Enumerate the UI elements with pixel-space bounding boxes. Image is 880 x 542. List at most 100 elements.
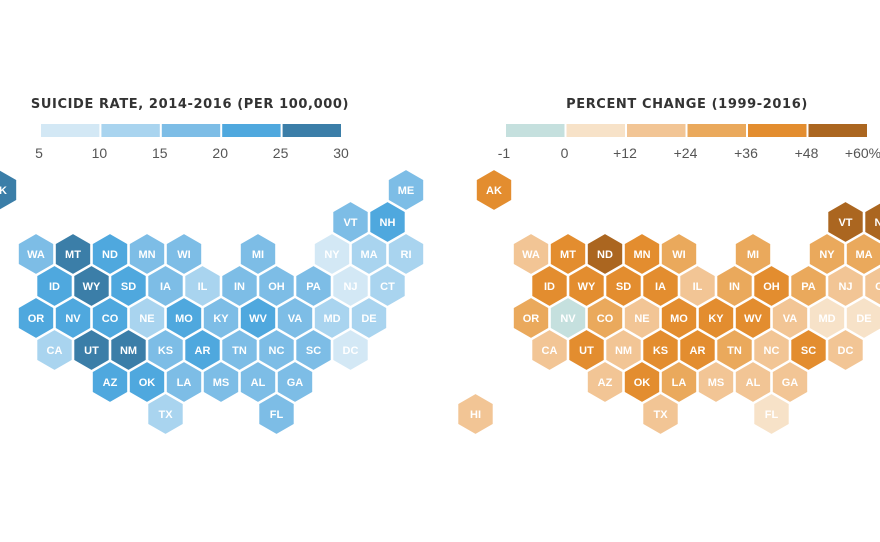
hex-mark (165, 232, 203, 276)
state-label: VA (783, 313, 798, 325)
legend-swatch (161, 124, 221, 137)
state-label: WV (249, 313, 267, 325)
state-hex-ks: KS (146, 328, 185, 372)
legend-tick-label: +24 (674, 145, 698, 161)
state-hex-ia: IA (146, 264, 185, 308)
state-label: IA (160, 281, 171, 293)
state-label: AL (746, 377, 761, 389)
state-label: NJ (838, 281, 852, 293)
state-hex-or: OR (17, 296, 55, 340)
state-hex-nc: NC (752, 328, 791, 372)
state-label: IL (198, 281, 208, 293)
state-label: FL (270, 409, 284, 421)
state-label: MO (175, 313, 193, 325)
hex-mark (623, 232, 661, 276)
state-hex-wy: WY (72, 264, 111, 308)
state-hex-ms: MS (202, 360, 240, 404)
state-hex-va: VA (276, 296, 314, 340)
hex-mark (220, 264, 259, 308)
map-title: SUICIDE RATE, 2014-2016 (PER 100,000) (31, 97, 349, 112)
hex-mark (294, 264, 333, 308)
state-hex-az: AZ (91, 360, 129, 404)
state-hex-me: ME (387, 168, 425, 212)
state-hex-nm: NM (109, 328, 148, 372)
legend-tick-label: +48 (795, 145, 819, 161)
state-label: GA (782, 377, 799, 389)
state-label: OK (634, 377, 651, 389)
state-label: IL (693, 281, 703, 293)
state-label: SC (306, 345, 321, 357)
state-label: KY (708, 313, 724, 325)
state-label: PA (306, 281, 321, 293)
state-hex-la: LA (660, 360, 698, 404)
state-hex-mi: MI (734, 232, 772, 276)
state-label: OR (28, 313, 45, 325)
state-label: TN (727, 345, 742, 357)
state-label: AZ (598, 377, 613, 389)
state-hex-nh: NH (863, 201, 880, 243)
hex-mark (715, 328, 754, 372)
state-hex-md: MD (808, 296, 846, 340)
state-hex-nj: NJ (826, 264, 865, 308)
state-hex-va: VA (771, 296, 809, 340)
state-hex-nj: NJ (331, 264, 370, 308)
state-label: IN (729, 281, 740, 293)
state-hex-vt: VT (826, 200, 865, 244)
state-label: NH (875, 217, 880, 229)
state-hex-tn: TN (220, 328, 259, 372)
state-label: WA (27, 249, 45, 261)
state-hex-fl: FL (752, 392, 791, 436)
state-hex-ky: KY (202, 296, 240, 340)
state-label: MS (213, 377, 230, 389)
hex-mark (35, 328, 74, 372)
hex-mark (331, 200, 370, 244)
legend-swatch (282, 124, 341, 137)
state-label: SC (801, 345, 816, 357)
legend-tick-label: 5 (35, 145, 43, 161)
state-hex-in: IN (220, 264, 259, 308)
state-hex-wa: WA (17, 232, 55, 276)
hex-mark (826, 200, 865, 244)
state-hex-de: DE (845, 296, 880, 340)
state-hex-nd: ND (91, 232, 129, 276)
hex-mark (368, 200, 407, 244)
hex-mark (678, 264, 717, 308)
state-hex-ks: KS (641, 328, 680, 372)
state-hex-or: OR (512, 296, 550, 340)
state-hex-mo: MO (660, 296, 698, 340)
hex-mark (387, 232, 425, 276)
hex-mark (567, 264, 606, 308)
state-hex-co: CO (586, 296, 624, 340)
state-label: ND (597, 249, 613, 261)
state-hex-ny: NY (808, 232, 846, 276)
state-label: CO (102, 313, 119, 325)
state-hex-ne: NE (128, 296, 166, 340)
state-hex-nv: NV (54, 296, 92, 340)
hex-mark (128, 232, 166, 276)
legend-swatch (627, 124, 686, 137)
hex-mark (0, 168, 18, 212)
hex-mark (567, 328, 606, 372)
state-label: CT (380, 281, 395, 293)
state-label: NJ (343, 281, 357, 293)
hex-mark (475, 168, 513, 212)
legend-tick-label: 0 (561, 145, 569, 161)
state-hex-in: IN (715, 264, 754, 308)
hex-mark (734, 360, 772, 404)
hex-mark (350, 232, 388, 276)
hex-mark (863, 201, 880, 243)
state-hex-ut: UT (72, 328, 111, 372)
state-hex-tn: TN (715, 328, 754, 372)
hex-mark (660, 232, 698, 276)
state-hex-id: ID (530, 264, 569, 308)
hex-mark (257, 264, 296, 308)
state-hex-mo: MO (165, 296, 203, 340)
hex-mark (202, 360, 240, 404)
state-hex-tx: TX (146, 392, 185, 436)
hex-mark (845, 296, 880, 340)
state-hex-nm: NM (604, 328, 643, 372)
map-title: PERCENT CHANGE (1999-2016) (566, 97, 808, 112)
state-label: NY (819, 249, 835, 261)
state-hex-ar: AR (183, 328, 222, 372)
